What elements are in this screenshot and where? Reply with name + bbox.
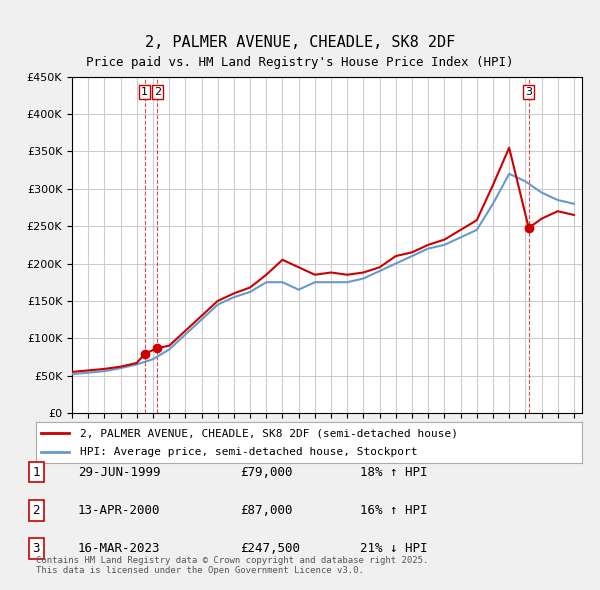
Text: 2: 2 <box>154 87 161 97</box>
Text: 18% ↑ HPI: 18% ↑ HPI <box>360 466 427 478</box>
Text: 2, PALMER AVENUE, CHEADLE, SK8 2DF: 2, PALMER AVENUE, CHEADLE, SK8 2DF <box>145 35 455 50</box>
Text: 3: 3 <box>32 542 40 555</box>
Text: 16-MAR-2023: 16-MAR-2023 <box>78 542 161 555</box>
Text: £87,000: £87,000 <box>240 504 293 517</box>
Text: 2: 2 <box>32 504 40 517</box>
Text: HPI: Average price, semi-detached house, Stockport: HPI: Average price, semi-detached house,… <box>80 447 417 457</box>
Text: 21% ↓ HPI: 21% ↓ HPI <box>360 542 427 555</box>
Text: 16% ↑ HPI: 16% ↑ HPI <box>360 504 427 517</box>
Text: 3: 3 <box>525 87 532 97</box>
Text: 1: 1 <box>141 87 148 97</box>
Text: Price paid vs. HM Land Registry's House Price Index (HPI): Price paid vs. HM Land Registry's House … <box>86 56 514 69</box>
Text: 13-APR-2000: 13-APR-2000 <box>78 504 161 517</box>
Text: Contains HM Land Registry data © Crown copyright and database right 2025.
This d: Contains HM Land Registry data © Crown c… <box>36 556 428 575</box>
Text: 2, PALMER AVENUE, CHEADLE, SK8 2DF (semi-detached house): 2, PALMER AVENUE, CHEADLE, SK8 2DF (semi… <box>80 428 458 438</box>
Text: 1: 1 <box>32 466 40 478</box>
Text: £79,000: £79,000 <box>240 466 293 478</box>
Text: £247,500: £247,500 <box>240 542 300 555</box>
Text: 29-JUN-1999: 29-JUN-1999 <box>78 466 161 478</box>
